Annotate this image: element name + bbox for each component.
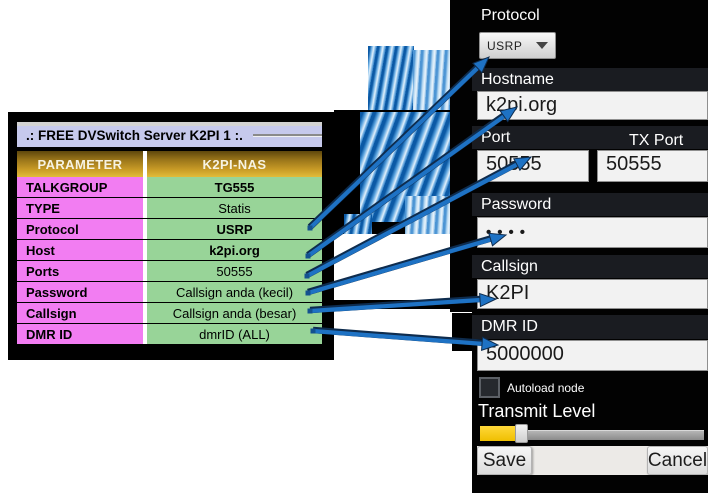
table-cell-parameter: TALKGROUP [17,177,143,197]
hostname-label-band: Hostname [472,68,708,91]
autoload-node-label: Autoload node [507,381,585,395]
table-rows: TALKGROUP TG555 TYPE Statis Protocol USRP Host… [17,177,322,345]
table-cell-value: 50555 [147,261,322,281]
save-button[interactable]: Save [477,446,532,475]
password-label: Password [481,196,552,213]
glitch-stripes-top-left [368,46,414,110]
table-row: TYPE Statis [17,198,322,218]
table-header-row: PARAMETER K2PI-NAS [17,151,322,177]
tx-port-label: TX Port [629,132,684,149]
password-input[interactable]: •••• [477,217,708,248]
table-column-divider [143,151,147,177]
table-row: Ports 50555 [17,261,322,281]
tx-port-input[interactable]: 50555 [597,150,708,182]
port-input[interactable]: 50555 [477,150,589,182]
dmr-id-label: DMR ID [481,318,538,335]
port-label-band: Port TX Port [472,126,708,149]
table-cell-value: Callsign anda (kecil) [147,282,322,302]
table-row: Protocol USRP [17,219,322,239]
table-row: Host k2pi.org [17,240,322,260]
table-cell-value: dmrID (ALL) [147,324,322,344]
table-header-k2pi-nas: K2PI-NAS [147,151,322,177]
table-column-divider [143,177,147,197]
table-column-divider [143,324,147,344]
dmr-id-input[interactable]: 5000000 [477,340,708,371]
table-cell-value: USRP [147,219,322,239]
table-cell-parameter: Host [17,240,143,260]
chevron-down-icon [536,42,548,49]
table-column-divider [143,303,147,323]
table-cell-parameter: DMR ID [17,324,143,344]
table-column-divider [143,219,147,239]
dmr-id-label-band: DMR ID [472,315,708,339]
callsign-label: Callsign [481,258,538,275]
callsign-input[interactable]: K2PI [477,279,708,309]
table-row: Password Callsign anda (kecil) [17,282,322,302]
table-row: TALKGROUP TG555 [17,177,322,197]
callsign-label-band: Callsign [472,255,708,278]
table-cell-parameter: TYPE [17,198,143,218]
hostname-input[interactable]: k2pi.org [477,91,708,120]
autoload-node-checkbox[interactable] [479,377,500,398]
protocol-label: Protocol [481,7,540,24]
transmit-level-slider-track[interactable] [482,430,704,440]
table-row: Callsign Callsign anda (besar) [17,303,322,323]
table-row: DMR ID dmrID (ALL) [17,324,322,344]
table-column-divider [143,261,147,281]
table-column-divider [143,198,147,218]
transmit-level-slider-fill [480,426,518,441]
table-cell-parameter: Password [17,282,143,302]
table-cell-value: k2pi.org [147,240,322,260]
hostname-label: Hostname [481,71,554,88]
dvswitch-edit-panel: Protocol USRP Hostname k2pi.org Port TX … [450,0,708,493]
table-title-rule [253,134,322,137]
table-cell-value: Statis [147,198,322,218]
table-cell-parameter: Protocol [17,219,143,239]
table-column-divider [143,240,147,260]
transmit-level-slider-thumb[interactable] [515,424,528,443]
table-cell-value: TG555 [147,177,322,197]
table-cell-value: Callsign anda (besar) [147,303,322,323]
table-header-parameter: PARAMETER [17,151,143,177]
cancel-button[interactable]: Cancel [647,446,708,475]
glitch-stripes-fragment [344,214,372,234]
protocol-dropdown[interactable]: USRP [479,32,556,59]
table-cell-parameter: Callsign [17,303,143,323]
glitch-black-band [330,300,458,309]
glitch-stripes-lower [405,196,455,234]
table-column-divider [143,282,147,302]
protocol-dropdown-value: USRP [487,38,523,53]
transmit-level-label: Transmit Level [478,401,596,421]
glitch-stripes-top-right [413,50,452,110]
password-label-band: Password [472,193,708,216]
table-cell-parameter: Ports [17,261,143,281]
